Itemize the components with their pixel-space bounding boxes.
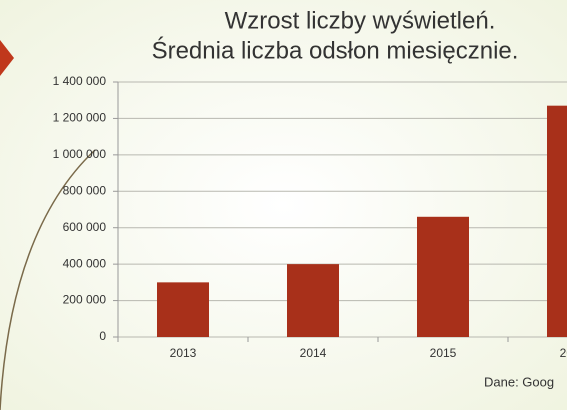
bar	[287, 264, 339, 337]
x-tick-label: 2014	[300, 346, 327, 360]
x-tick-label: 2013	[170, 346, 197, 360]
y-tick-label: 0	[99, 329, 106, 343]
source-note: Dane: Goog	[484, 374, 554, 389]
chart-title: Wzrost liczby wyświetleń.	[225, 7, 496, 34]
bar	[157, 282, 209, 337]
y-tick-label: 400 000	[63, 256, 107, 270]
decor-arc	[0, 149, 96, 410]
bar	[417, 216, 469, 337]
y-tick-label: 1 400 000	[53, 74, 107, 88]
y-tick-label: 1 000 000	[53, 147, 107, 161]
x-tick-label: 2015	[430, 346, 457, 360]
y-tick-label: 800 000	[63, 183, 107, 197]
y-tick-label: 200 000	[63, 293, 107, 307]
y-tick-label: 600 000	[63, 220, 107, 234]
x-tick-label: 2016	[560, 346, 567, 360]
y-tick-label: 1 200 000	[53, 111, 107, 125]
bar	[547, 105, 567, 337]
decor-triangle	[0, 40, 14, 76]
chart-subtitle: Średnia liczba odsłon miesięcznie.	[152, 36, 519, 64]
